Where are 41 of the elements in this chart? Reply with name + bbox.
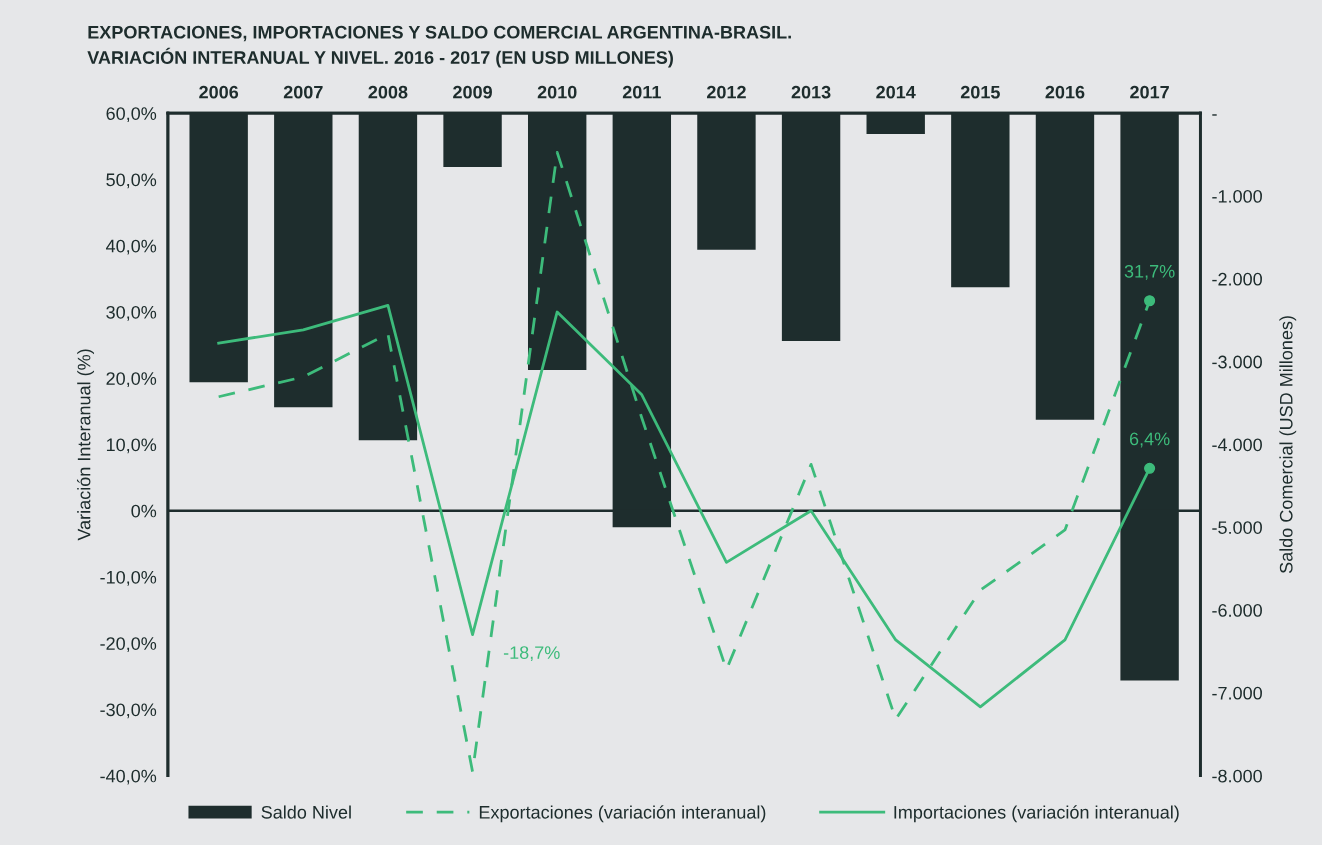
y-tick-label: 10,0% (106, 438, 157, 454)
y-tick-label: -30,0% (100, 703, 157, 719)
y-tick-label: -10,0% (100, 570, 157, 586)
annotation: -18,7% (503, 646, 560, 662)
x-tick-label: 2011 (622, 85, 661, 99)
x-tick-label: 2007 (283, 85, 323, 99)
legend-label: Exportaciones (variación interanual) (479, 805, 766, 823)
x-tick-label: 2009 (453, 85, 492, 99)
y-tick-label: 20,0% (106, 372, 157, 388)
y-tick-label: 50,0% (106, 173, 157, 189)
x-tick-label: 2016 (1045, 85, 1085, 99)
y-axis-title: Variación Interanual (%) (76, 349, 95, 541)
y2-tick-label: -4.000 (1212, 438, 1262, 452)
x-tick-label: 2017 (1130, 85, 1169, 99)
annotation: 6,4% (1129, 432, 1170, 448)
y2-tick-label: -6.000 (1212, 604, 1262, 617)
y2-tick-label: -8.000 (1212, 769, 1262, 783)
x-tick-label: 2015 (960, 85, 1000, 99)
chart-title: EXPORTACIONES, IMPORTACIONES Y SALDO COMERCIAL ARGENTINA-BRASIL. VARIACIÓN INTERANUAL Y NIVEL. 2016 - 2017 (EN USD MILLONES) (87, 25, 791, 68)
legend-label: Saldo Nivel (261, 805, 351, 819)
y2-tick-label: -1.000 (1212, 189, 1262, 203)
y-tick-label: 30,0% (106, 305, 157, 321)
y-tick-label: -40,0% (100, 769, 157, 785)
x-tick-label: 2013 (791, 85, 831, 99)
y-tick-label: -20,0% (100, 637, 157, 653)
y2-tick-label: -3.000 (1212, 355, 1262, 369)
x-tick-label: 2010 (537, 85, 577, 99)
y2-tick-label: -5.000 (1212, 521, 1262, 534)
y-tick-label: 40,0% (106, 239, 157, 255)
legend-label: Importaciones (variación interanual) (894, 805, 1179, 823)
x-tick-label: 2012 (706, 85, 746, 99)
x-tick-label: 2014 (876, 85, 916, 99)
y-tick-label: 0% (131, 504, 157, 518)
y-tick-label: 60,0% (106, 107, 157, 123)
y2-tick-label: - (1212, 114, 1217, 116)
annotation: 31,7% (1124, 264, 1175, 280)
y2-tick-label: -2.000 (1212, 272, 1262, 286)
x-tick-label: 2008 (368, 85, 408, 99)
y2-axis-title: Saldo Comercial (USD Millones) (1279, 316, 1297, 574)
x-tick-label: 2006 (199, 85, 239, 99)
y2-tick-label: -7.000 (1212, 686, 1262, 700)
